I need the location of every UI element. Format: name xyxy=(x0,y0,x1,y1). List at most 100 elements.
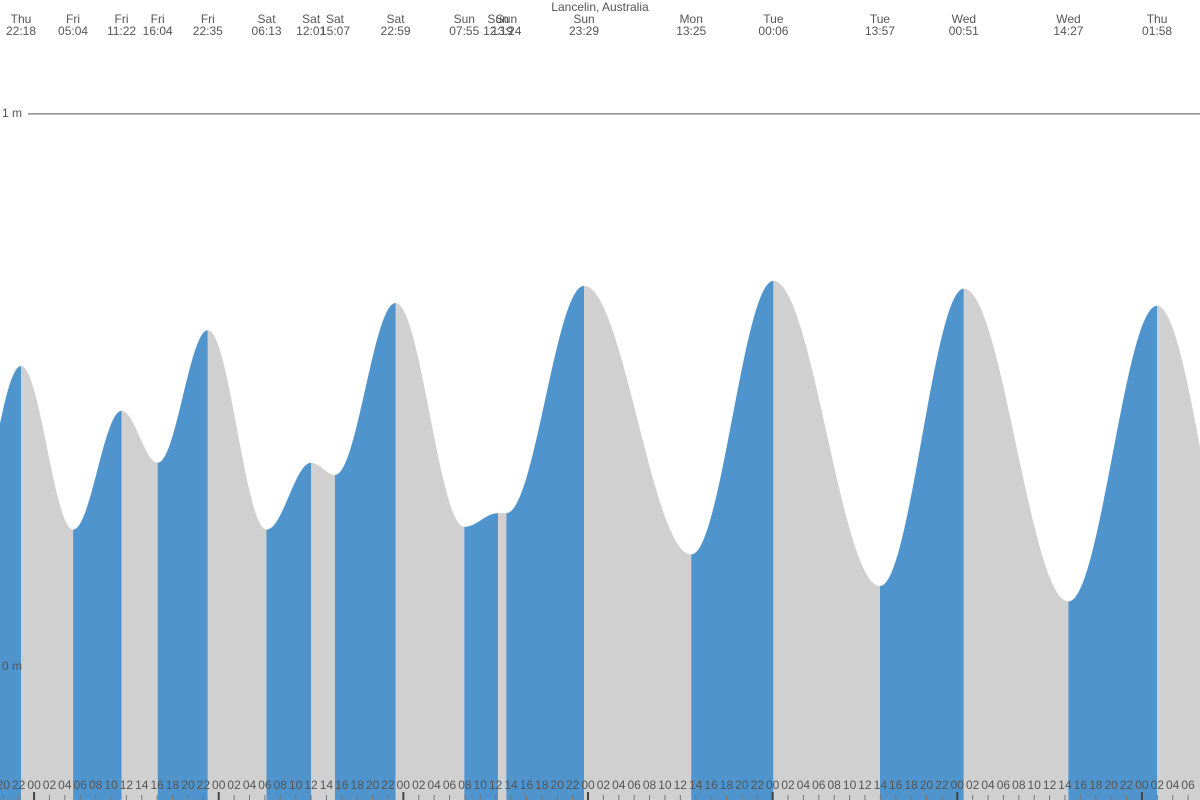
extreme-time: 22:18 xyxy=(6,24,36,38)
hour-label: 22 xyxy=(935,778,949,792)
hour-label: 16 xyxy=(704,778,718,792)
extreme-day: Sun xyxy=(573,12,594,26)
falling-area xyxy=(121,410,158,800)
hour-label: 02 xyxy=(43,778,57,792)
extreme-day: Wed xyxy=(1056,12,1080,26)
hour-label: 14 xyxy=(874,778,888,792)
hour-label: 02 xyxy=(597,778,611,792)
chart-title: Lancelin, Australia xyxy=(551,0,649,14)
extreme-time: 16:04 xyxy=(143,24,173,38)
hour-label: 02 xyxy=(1151,778,1165,792)
hour-label: 04 xyxy=(427,778,441,792)
extreme-day: Sun xyxy=(496,12,517,26)
hour-label: 20 xyxy=(735,778,749,792)
hour-label: 14 xyxy=(504,778,518,792)
hour-label: 20 xyxy=(551,778,565,792)
hour-label: 00 xyxy=(581,778,595,792)
hour-label: 08 xyxy=(828,778,842,792)
extreme-time: 22:59 xyxy=(381,24,411,38)
rising-area xyxy=(335,303,396,800)
falling-area xyxy=(773,280,880,800)
rising-area xyxy=(1068,305,1157,800)
rising-area xyxy=(266,462,312,800)
extreme-time: 07:55 xyxy=(449,24,479,38)
rising-area xyxy=(506,285,584,800)
hour-label: 22 xyxy=(1120,778,1134,792)
hour-label: 14 xyxy=(689,778,703,792)
hour-label: 02 xyxy=(412,778,426,792)
hour-label: 16 xyxy=(335,778,349,792)
hour-label: 04 xyxy=(981,778,995,792)
hour-label: 04 xyxy=(612,778,626,792)
rising-area xyxy=(73,410,122,800)
hour-label: 18 xyxy=(904,778,918,792)
hour-label: 20 xyxy=(0,778,10,792)
extreme-day: Sat xyxy=(258,12,277,26)
rising-area xyxy=(880,288,964,800)
hour-label: 22 xyxy=(751,778,765,792)
hour-label: 10 xyxy=(289,778,303,792)
extreme-day: Fri xyxy=(201,12,215,26)
hour-label: 16 xyxy=(889,778,903,792)
extreme-time: 12:01 xyxy=(296,24,326,38)
hour-label: 12 xyxy=(858,778,872,792)
hour-label: 12 xyxy=(674,778,688,792)
extreme-day: Tue xyxy=(870,12,891,26)
extreme-day: Sun xyxy=(487,12,508,26)
extreme-time: 05:04 xyxy=(58,24,88,38)
hour-label: 08 xyxy=(458,778,472,792)
extreme-day: Sat xyxy=(387,12,406,26)
hour-label: 10 xyxy=(1028,778,1042,792)
hour-label: 06 xyxy=(443,778,457,792)
hour-label: 00 xyxy=(27,778,41,792)
hour-label: 04 xyxy=(243,778,257,792)
hour-label: 00 xyxy=(212,778,226,792)
extreme-day: Mon xyxy=(680,12,703,26)
extreme-time: 00:51 xyxy=(949,24,979,38)
extreme-time: 12:19 xyxy=(483,24,513,38)
extreme-day: Thu xyxy=(11,12,32,26)
hour-label: 06 xyxy=(812,778,826,792)
hour-label: 04 xyxy=(1166,778,1180,792)
hour-label: 20 xyxy=(366,778,380,792)
extreme-day: Sat xyxy=(302,12,321,26)
extreme-time: 00:06 xyxy=(758,24,788,38)
hour-label: 06 xyxy=(74,778,88,792)
extreme-time: 11:22 xyxy=(107,24,136,38)
extreme-day: Fri xyxy=(151,12,165,26)
hour-label: 16 xyxy=(150,778,164,792)
extreme-time: 06:13 xyxy=(252,24,282,38)
falling-area xyxy=(1157,305,1200,800)
extreme-time: 14:27 xyxy=(1053,24,1083,38)
hour-label: 06 xyxy=(997,778,1011,792)
extreme-time: 13:57 xyxy=(865,24,895,38)
hour-label: 08 xyxy=(643,778,657,792)
hour-label: 12 xyxy=(304,778,318,792)
rising-area xyxy=(464,513,499,800)
hour-label: 18 xyxy=(166,778,180,792)
hour-label: 10 xyxy=(658,778,672,792)
falling-area xyxy=(584,285,692,800)
extreme-time: 15:07 xyxy=(320,24,350,38)
hour-label: 06 xyxy=(627,778,641,792)
extreme-day: Tue xyxy=(763,12,784,26)
hour-label: 10 xyxy=(104,778,118,792)
falling-area xyxy=(963,288,1069,800)
hour-label: 02 xyxy=(781,778,795,792)
hour-label: 16 xyxy=(520,778,534,792)
y-tick-label: 0 m xyxy=(2,659,22,673)
hour-label: 02 xyxy=(966,778,980,792)
hour-label: 14 xyxy=(135,778,149,792)
rising-area xyxy=(0,366,21,800)
hour-label: 06 xyxy=(258,778,272,792)
extreme-day: Wed xyxy=(952,12,976,26)
hour-label: 18 xyxy=(1089,778,1103,792)
y-tick-label: 1 m xyxy=(2,106,22,120)
extreme-time: 13:24 xyxy=(491,24,521,38)
hour-label: 18 xyxy=(535,778,549,792)
hour-label: 08 xyxy=(89,778,103,792)
hour-label: 08 xyxy=(274,778,288,792)
hour-label: 22 xyxy=(566,778,580,792)
